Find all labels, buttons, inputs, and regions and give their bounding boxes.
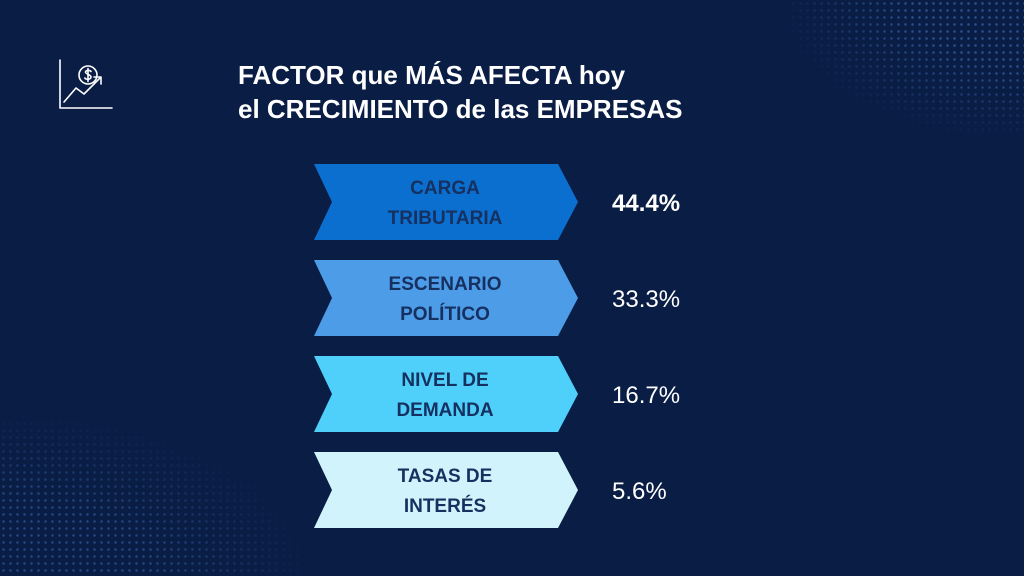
value-label-1: 44.4% (612, 190, 680, 217)
category-label-3-line-2: DEMANDA (396, 400, 493, 421)
chart-dollar-icon (59, 59, 113, 109)
category-label-4-line-2: INTERÉS (404, 495, 486, 517)
chart-title-line-1: FACTOR que MÁS AFECTA hoy (238, 60, 626, 90)
bar-2 (314, 260, 578, 336)
chart-title: FACTOR que MÁS AFECTA hoy el CRECIMIENTO… (238, 58, 683, 126)
bar-3 (314, 356, 578, 432)
decorative-dots-bottom-left (0, 420, 300, 576)
decorative-dots-top-right (790, 0, 1024, 135)
category-label-1-line-2: TRIBUTARIA (388, 208, 503, 229)
value-label-3: 16.7% (612, 382, 680, 409)
category-label-3-line-1: NIVEL DE (401, 370, 488, 391)
category-label-2-line-1: ESCENARIO (389, 274, 502, 295)
bar-4 (314, 452, 578, 528)
category-label-4-line-1: TASAS DE (398, 466, 493, 487)
value-label-2: 33.3% (612, 286, 680, 313)
category-label-2-line-2: POLÍTICO (400, 303, 490, 325)
chart-title-line-2: el CRECIMIENTO de las EMPRESAS (238, 94, 683, 124)
value-label-4: 5.6% (612, 478, 667, 505)
bar-1 (314, 164, 578, 240)
category-label-1-line-1: CARGA (410, 178, 480, 199)
